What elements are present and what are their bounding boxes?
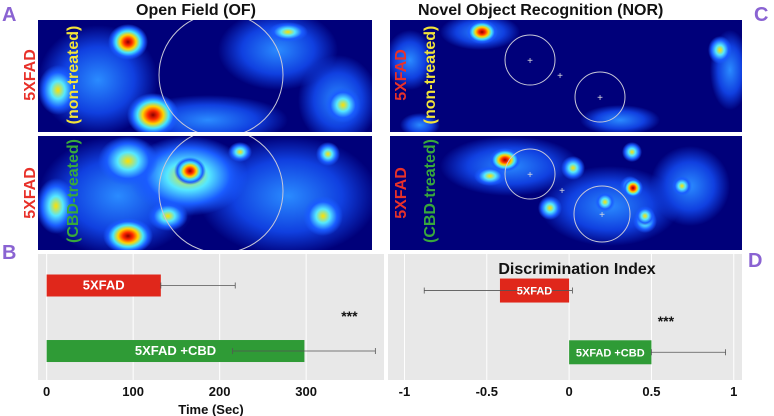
chart-d-discrimination-index: -1 -0.5 0 0.5 1 Discrimination Index 5XFAD 5XFA… — [388, 254, 742, 399]
panel-letter-a: A — [2, 4, 17, 26]
significance-marker: *** — [341, 308, 358, 324]
of-title: Open Field (OF) — [136, 2, 256, 19]
svg-text:+: + — [599, 210, 605, 221]
svg-text:+: + — [527, 56, 533, 67]
nor-title: Novel Object Recognition (NOR) — [418, 2, 664, 19]
x-tick-label: 0 — [565, 384, 572, 399]
of-heatmap-cbd — [38, 136, 372, 250]
of-heatmap-non-treated-svg — [38, 20, 372, 132]
bar-cbd — [569, 340, 652, 365]
of-heatmap-cbd-svg — [38, 136, 372, 250]
of-row2-strain-label: 5XFAD — [22, 167, 39, 219]
significance-marker: *** — [658, 313, 675, 329]
x-tick-label: 0.5 — [642, 384, 660, 399]
chart-b-time: 0 100 200 300 Time (Sec) 5XFAD 5XFAD +CBD *** — [38, 254, 384, 416]
bar-label: 5XFAD — [517, 286, 553, 298]
x-tick-label: -0.5 — [476, 384, 498, 399]
x-axis-label: Time (Sec) — [178, 402, 244, 416]
svg-text:+: + — [527, 170, 533, 181]
nor-row1-treatment-label: (non-treated) — [422, 25, 439, 125]
of-heatmap-non-treated — [38, 20, 372, 132]
nor-heatmap-non-treated: + + + — [390, 20, 742, 132]
nor-row2-strain-label: 5XFAD — [393, 167, 410, 219]
nor-row2-treatment-label: (CBD-treated) — [422, 139, 439, 243]
bar-label: 5XFAD — [83, 278, 125, 293]
bar-label: 5XFAD +CBD — [135, 343, 216, 358]
nor-row1-strain-label: 5XFAD — [393, 49, 410, 101]
of-row2-treatment-label: (CBD-treated) — [65, 139, 82, 243]
x-tick-label: 0 — [43, 384, 50, 399]
x-tick-label: 100 — [122, 384, 144, 399]
panel-letter-d: D — [748, 250, 763, 272]
svg-text:+: + — [559, 186, 565, 197]
x-tick-label: 300 — [295, 384, 317, 399]
bar-cbd — [46, 340, 305, 363]
panel-letter-b: B — [2, 242, 17, 264]
svg-text:+: + — [597, 93, 603, 104]
of-row1-treatment-label: (non-treated) — [65, 25, 82, 125]
x-tick-label: -1 — [399, 384, 411, 399]
of-row1-strain-label: 5XFAD — [22, 49, 39, 101]
x-tick-label: 200 — [209, 384, 231, 399]
x-tick-label: 1 — [730, 384, 737, 399]
bar-non-treated — [46, 274, 161, 297]
svg-text:+: + — [557, 71, 563, 82]
nor-heatmap-non-treated-svg: + + + — [390, 20, 742, 132]
bar-label: 5XFAD +CBD — [576, 347, 645, 359]
plot-area — [388, 254, 742, 380]
nor-heatmap-cbd: + + + — [390, 136, 742, 250]
nor-heatmap-cbd-svg: + + + — [440, 136, 730, 246]
panel-letter-c: C — [754, 4, 769, 26]
chart-title: Discrimination Index — [498, 261, 655, 278]
